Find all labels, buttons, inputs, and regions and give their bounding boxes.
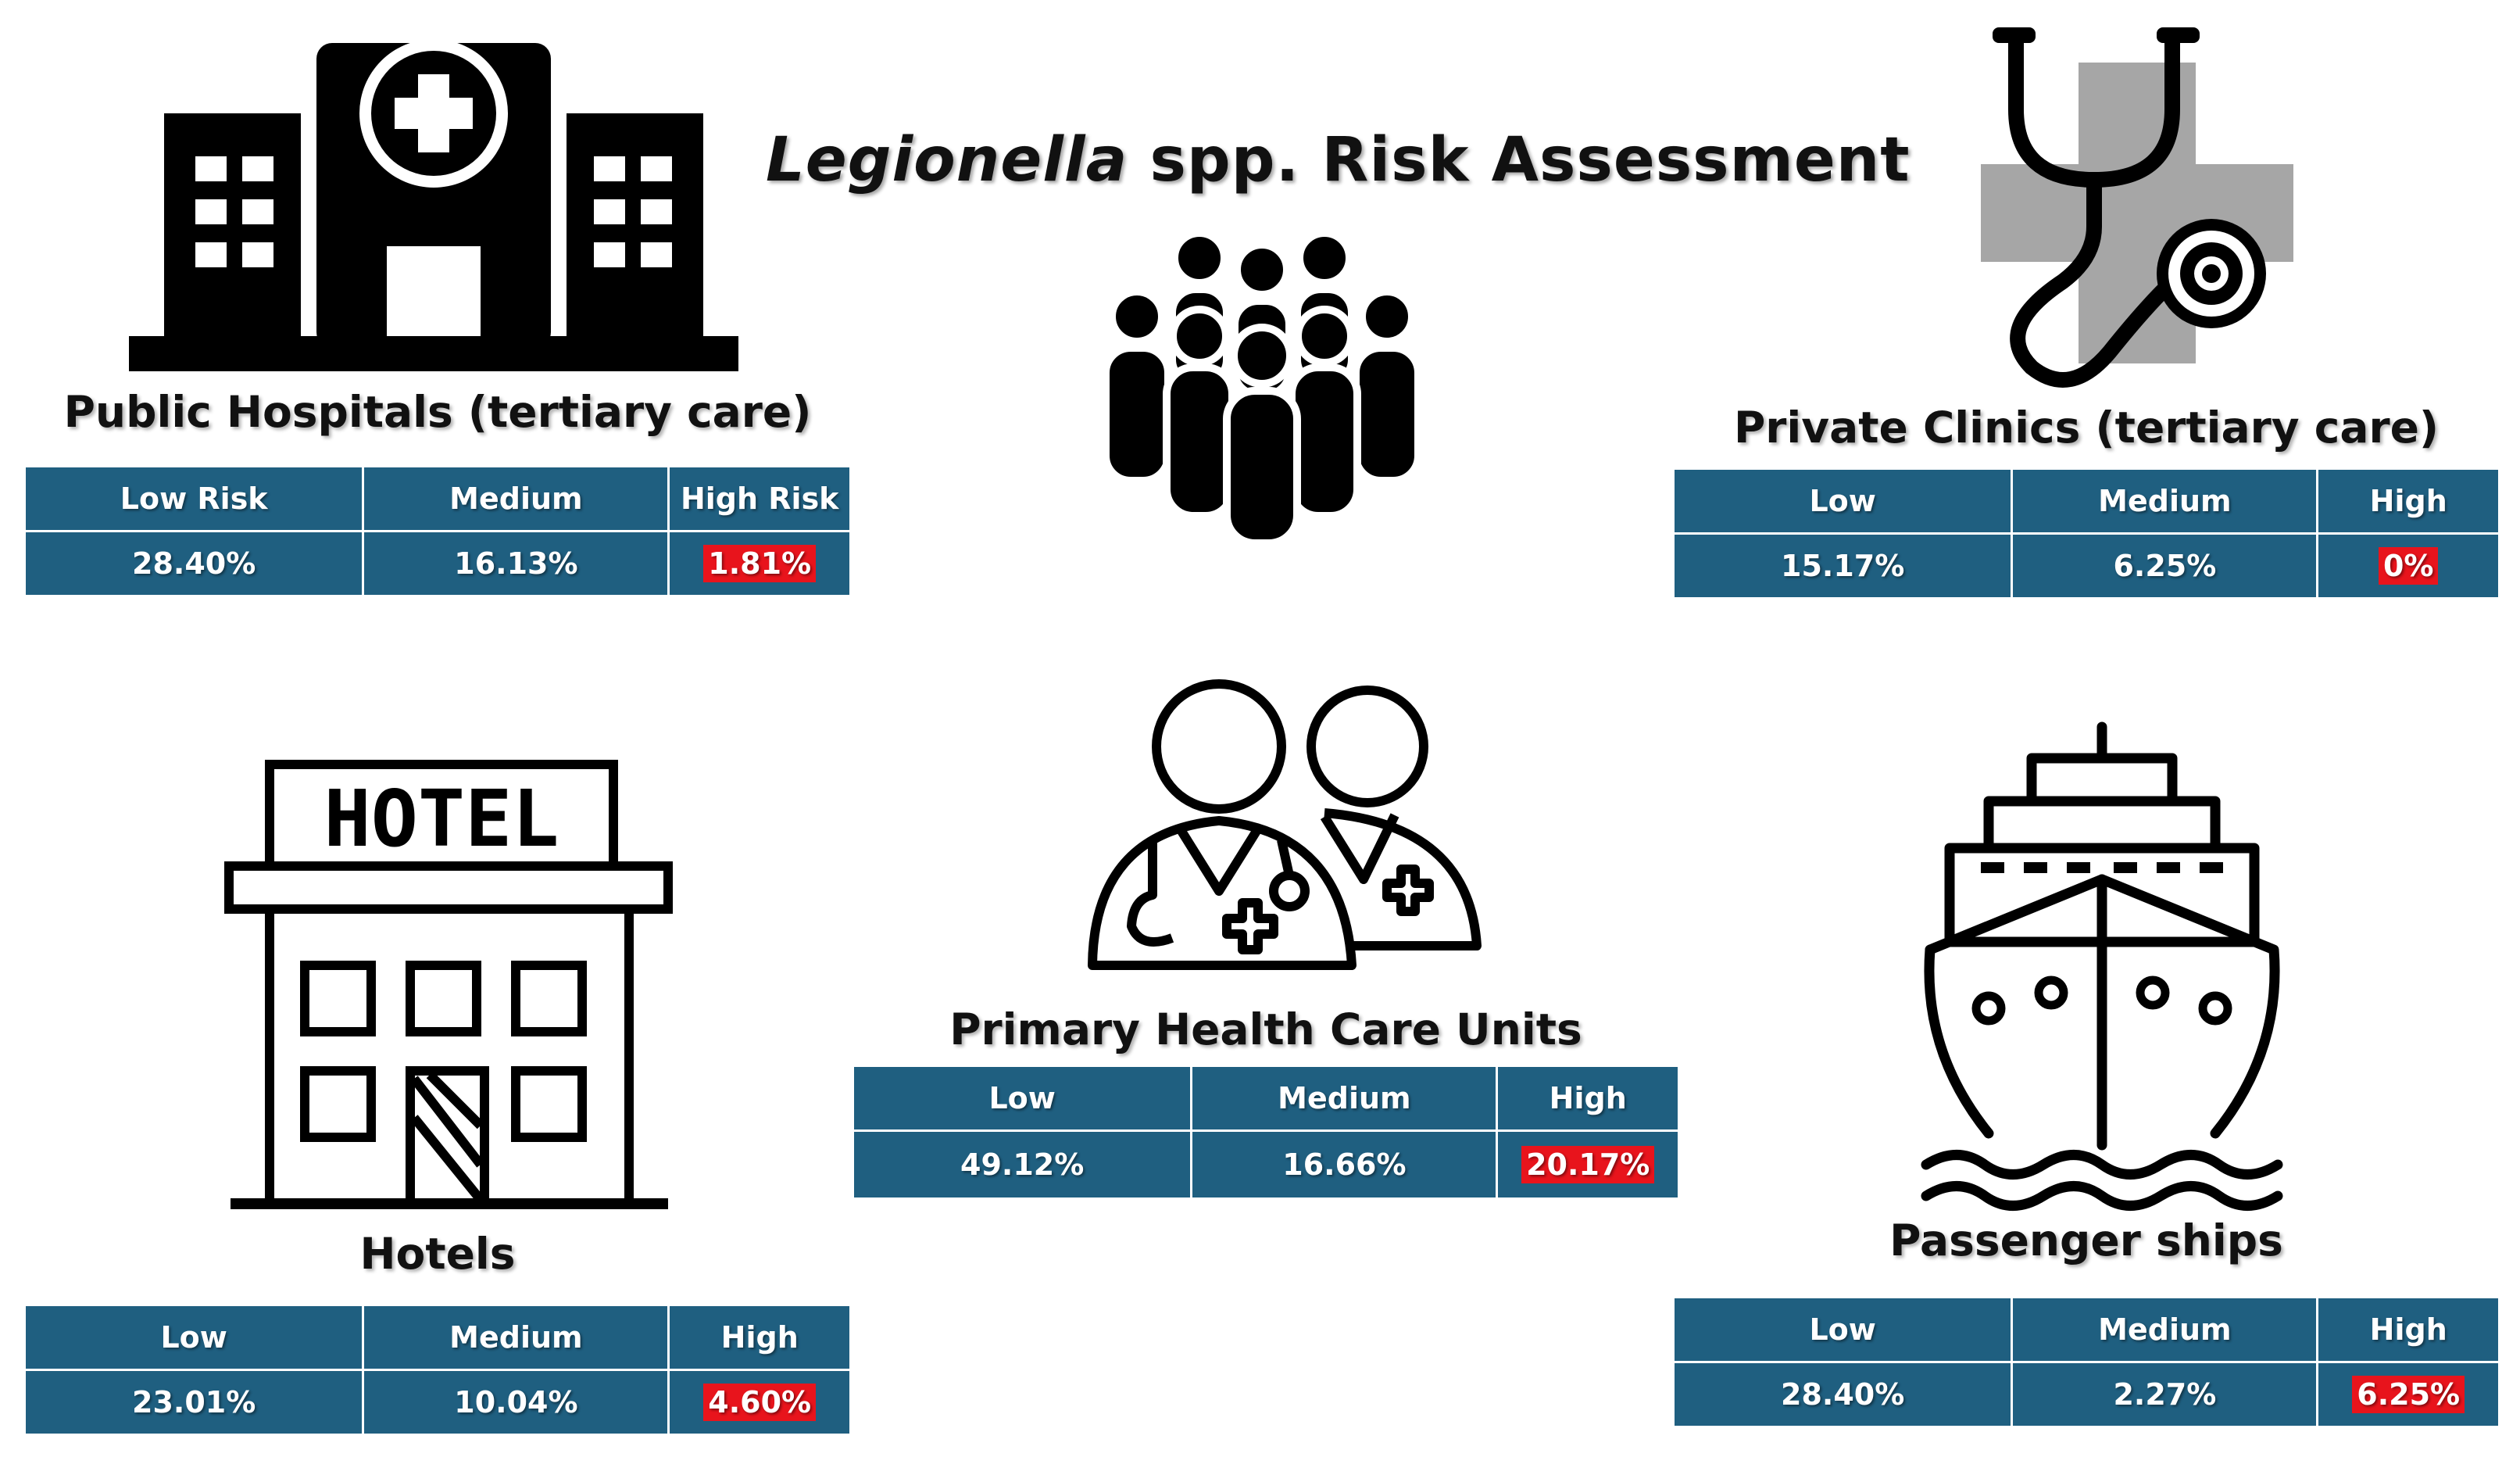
private-clinics-label: Private Clinics (tertiary care) [1733,403,2440,453]
hospital-icon [129,39,738,371]
value-high-cell: 1.81% [667,530,852,597]
value-high-cell: 20.17% [1496,1129,1680,1200]
hotel-sign-text: HOTEL [323,773,559,865]
table-value-row: 49.12% 16.66% 20.17% [851,1129,1680,1200]
value-medium: 16.66% [1190,1129,1499,1200]
value-low: 28.40% [1671,1361,2014,1428]
hotels-label: Hotels [359,1229,516,1279]
public-hospitals-label: Public Hospitals (tertiary care) [63,387,812,437]
table-value-row: 15.17% 6.25% 0% [1671,532,2500,600]
header-medium: Medium [362,465,670,532]
value-low: 28.40% [23,530,365,597]
value-low: 49.12% [851,1129,1193,1200]
private-clinics-table: Low Medium High 15.17% 6.25% 0% [1671,467,2500,600]
table-header-row: Low Medium High [851,1065,1680,1132]
header-high: High Risk [667,465,852,532]
value-medium: 10.04% [362,1369,670,1436]
table-header-row: Low Medium High [23,1304,852,1371]
value-high-cell: 4.60% [667,1369,852,1436]
value-low: 15.17% [1671,532,2014,600]
header-medium: Medium [1190,1065,1499,1132]
table-header-row: Low Risk Medium High Risk [23,465,852,532]
header-low: Low Risk [23,465,365,532]
page-title: Legionella spp. Risk Assessment [766,125,1910,203]
title-rest: spp. Risk Assessment [1128,125,1911,195]
value-medium: 16.13% [362,530,670,597]
value-high: 6.25% [2352,1376,2465,1413]
value-high: 0% [2378,547,2439,585]
value-high: 4.60% [703,1384,817,1421]
passenger-ships-label: Passenger ships [1889,1215,2283,1265]
value-medium: 6.25% [2011,532,2319,600]
header-low: Low [1671,1296,2014,1363]
title-italic: Legionella [766,125,1128,195]
header-low: Low [851,1065,1193,1132]
header-low: Low [1671,467,2014,535]
header-high: High [1496,1065,1680,1132]
header-low: Low [23,1304,365,1371]
value-high-cell: 6.25% [2316,1361,2500,1428]
header-medium: Medium [2011,467,2319,535]
value-high-cell: 0% [2316,532,2500,600]
primary-health-label: Primary Health Care Units [949,1004,1582,1054]
primary-health-table: Low Medium High 49.12% 16.66% 20.17% [851,1065,1680,1200]
value-high: 1.81% [703,545,817,582]
ship-icon [1921,721,2283,1211]
header-high: High [667,1304,852,1371]
value-high: 20.17% [1521,1146,1655,1183]
table-value-row: 28.40% 16.13% 1.81% [23,530,852,597]
doctors-icon [1088,679,1482,970]
table-value-row: 28.40% 2.27% 6.25% [1671,1361,2500,1428]
header-medium: Medium [362,1304,670,1371]
public-hospitals-table: Low Risk Medium High Risk 28.40% 16.13% … [23,465,852,597]
table-header-row: Low Medium High [1671,467,2500,535]
passenger-ships-table: Low Medium High 28.40% 2.27% 6.25% [1671,1296,2500,1428]
hotel-icon: HOTEL [224,760,673,1209]
header-high: High [2316,1296,2500,1363]
crowd-icon [1102,229,1422,547]
value-medium: 2.27% [2011,1361,2319,1428]
table-header-row: Low Medium High [1671,1296,2500,1363]
header-medium: Medium [2011,1296,2319,1363]
header-high: High [2316,467,2500,535]
value-low: 23.01% [23,1369,365,1436]
stethoscope-cross-icon [1981,27,2293,388]
table-value-row: 23.01% 10.04% 4.60% [23,1369,852,1436]
hotels-table: Low Medium High 23.01% 10.04% 4.60% [23,1304,852,1436]
